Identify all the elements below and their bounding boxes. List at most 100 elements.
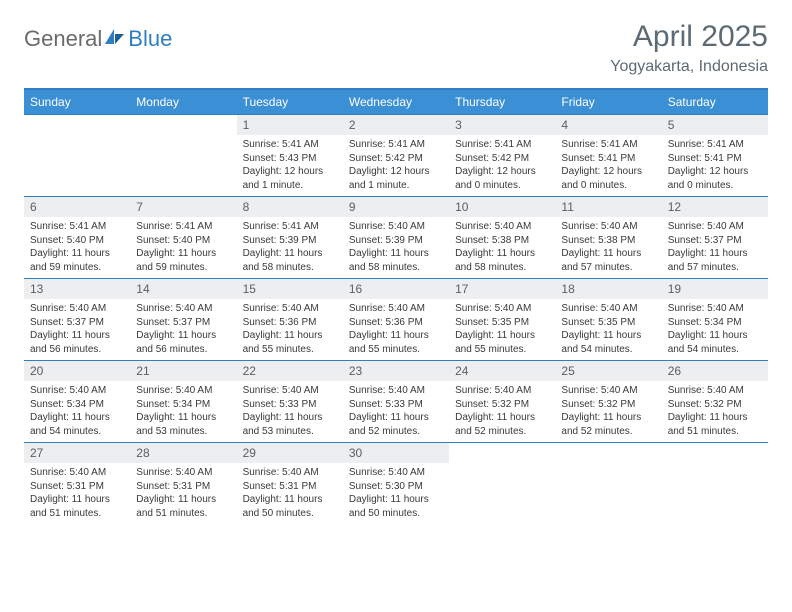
day-number: 10 (449, 197, 555, 217)
sunrise-text: Sunrise: 5:40 AM (136, 384, 230, 398)
sunset-text: Sunset: 5:34 PM (136, 398, 230, 412)
day-body: Sunrise: 5:40 AMSunset: 5:31 PMDaylight:… (24, 463, 130, 524)
sunset-text: Sunset: 5:41 PM (561, 152, 655, 166)
sunset-text: Sunset: 5:41 PM (668, 152, 762, 166)
sunrise-text: Sunrise: 5:40 AM (30, 384, 124, 398)
daylight-text: Daylight: 11 hours and 57 minutes. (561, 247, 655, 274)
daylight-text: Daylight: 11 hours and 59 minutes. (30, 247, 124, 274)
sunrise-text: Sunrise: 5:40 AM (349, 220, 443, 234)
sunset-text: Sunset: 5:40 PM (30, 234, 124, 248)
sunset-text: Sunset: 5:37 PM (136, 316, 230, 330)
day-header-wednesday: Wednesday (343, 90, 449, 114)
month-title: April 2025 (610, 20, 768, 54)
day-body: Sunrise: 5:41 AMSunset: 5:41 PMDaylight:… (662, 135, 768, 196)
daylight-text: Daylight: 11 hours and 52 minutes. (561, 411, 655, 438)
sunrise-text: Sunrise: 5:40 AM (136, 466, 230, 480)
daylight-text: Daylight: 11 hours and 53 minutes. (136, 411, 230, 438)
day-header-saturday: Saturday (662, 90, 768, 114)
day-number: 19 (662, 279, 768, 299)
sunrise-text: Sunrise: 5:40 AM (668, 384, 762, 398)
day-body: Sunrise: 5:41 AMSunset: 5:39 PMDaylight:… (237, 217, 343, 278)
daylight-text: Daylight: 11 hours and 58 minutes. (349, 247, 443, 274)
day-number: 16 (343, 279, 449, 299)
day-cell (24, 115, 130, 196)
sunset-text: Sunset: 5:42 PM (455, 152, 549, 166)
logo-sail-icon (104, 28, 126, 51)
day-body: Sunrise: 5:41 AMSunset: 5:40 PMDaylight:… (24, 217, 130, 278)
day-cell: 10Sunrise: 5:40 AMSunset: 5:38 PMDayligh… (449, 197, 555, 278)
sunrise-text: Sunrise: 5:40 AM (30, 302, 124, 316)
day-body: Sunrise: 5:40 AMSunset: 5:37 PMDaylight:… (24, 299, 130, 360)
daylight-text: Daylight: 12 hours and 1 minute. (349, 165, 443, 192)
day-header-thursday: Thursday (449, 90, 555, 114)
day-number: 14 (130, 279, 236, 299)
day-cell: 5Sunrise: 5:41 AMSunset: 5:41 PMDaylight… (662, 115, 768, 196)
day-header-monday: Monday (130, 90, 236, 114)
sunrise-text: Sunrise: 5:40 AM (30, 466, 124, 480)
sunrise-text: Sunrise: 5:40 AM (561, 384, 655, 398)
sunrise-text: Sunrise: 5:41 AM (561, 138, 655, 152)
sunrise-text: Sunrise: 5:40 AM (561, 302, 655, 316)
sunset-text: Sunset: 5:33 PM (243, 398, 337, 412)
daylight-text: Daylight: 11 hours and 54 minutes. (668, 329, 762, 356)
day-body: Sunrise: 5:40 AMSunset: 5:36 PMDaylight:… (343, 299, 449, 360)
week-row: 6Sunrise: 5:41 AMSunset: 5:40 PMDaylight… (24, 196, 768, 278)
day-number: 21 (130, 361, 236, 381)
day-header-friday: Friday (555, 90, 661, 114)
sunrise-text: Sunrise: 5:40 AM (455, 302, 549, 316)
day-cell (555, 443, 661, 524)
day-cell: 20Sunrise: 5:40 AMSunset: 5:34 PMDayligh… (24, 361, 130, 442)
day-body: Sunrise: 5:40 AMSunset: 5:33 PMDaylight:… (343, 381, 449, 442)
daylight-text: Daylight: 12 hours and 0 minutes. (455, 165, 549, 192)
sunrise-text: Sunrise: 5:40 AM (349, 384, 443, 398)
daylight-text: Daylight: 11 hours and 58 minutes. (243, 247, 337, 274)
day-number: 5 (662, 115, 768, 135)
day-number: 28 (130, 443, 236, 463)
daylight-text: Daylight: 11 hours and 50 minutes. (243, 493, 337, 520)
sunrise-text: Sunrise: 5:40 AM (243, 466, 337, 480)
day-cell: 18Sunrise: 5:40 AMSunset: 5:35 PMDayligh… (555, 279, 661, 360)
day-number: 27 (24, 443, 130, 463)
day-number: 24 (449, 361, 555, 381)
sunrise-text: Sunrise: 5:41 AM (136, 220, 230, 234)
day-cell: 8Sunrise: 5:41 AMSunset: 5:39 PMDaylight… (237, 197, 343, 278)
daylight-text: Daylight: 11 hours and 55 minutes. (243, 329, 337, 356)
day-number: 13 (24, 279, 130, 299)
day-number: 26 (662, 361, 768, 381)
day-cell: 23Sunrise: 5:40 AMSunset: 5:33 PMDayligh… (343, 361, 449, 442)
day-body: Sunrise: 5:40 AMSunset: 5:32 PMDaylight:… (449, 381, 555, 442)
day-body: Sunrise: 5:40 AMSunset: 5:35 PMDaylight:… (555, 299, 661, 360)
day-body: Sunrise: 5:40 AMSunset: 5:32 PMDaylight:… (662, 381, 768, 442)
daylight-text: Daylight: 11 hours and 55 minutes. (455, 329, 549, 356)
day-cell: 19Sunrise: 5:40 AMSunset: 5:34 PMDayligh… (662, 279, 768, 360)
sunset-text: Sunset: 5:39 PM (243, 234, 337, 248)
day-body: Sunrise: 5:40 AMSunset: 5:37 PMDaylight:… (130, 299, 236, 360)
day-cell: 17Sunrise: 5:40 AMSunset: 5:35 PMDayligh… (449, 279, 555, 360)
day-body: Sunrise: 5:40 AMSunset: 5:30 PMDaylight:… (343, 463, 449, 524)
sunrise-text: Sunrise: 5:41 AM (243, 220, 337, 234)
day-header-tuesday: Tuesday (237, 90, 343, 114)
day-cell: 6Sunrise: 5:41 AMSunset: 5:40 PMDaylight… (24, 197, 130, 278)
sunset-text: Sunset: 5:32 PM (561, 398, 655, 412)
logo: General Blue (24, 20, 172, 52)
day-body: Sunrise: 5:40 AMSunset: 5:31 PMDaylight:… (237, 463, 343, 524)
location-label: Yogyakarta, Indonesia (610, 58, 768, 76)
day-header-sunday: Sunday (24, 90, 130, 114)
sunset-text: Sunset: 5:34 PM (668, 316, 762, 330)
daylight-text: Daylight: 11 hours and 58 minutes. (455, 247, 549, 274)
calendar-page: General Blue April 2025 Yogyakarta, Indo… (0, 0, 792, 544)
sunrise-text: Sunrise: 5:41 AM (30, 220, 124, 234)
daylight-text: Daylight: 12 hours and 1 minute. (243, 165, 337, 192)
day-body: Sunrise: 5:40 AMSunset: 5:33 PMDaylight:… (237, 381, 343, 442)
day-number: 3 (449, 115, 555, 135)
day-header-row: Sunday Monday Tuesday Wednesday Thursday… (24, 88, 768, 114)
day-number: 11 (555, 197, 661, 217)
day-cell: 1Sunrise: 5:41 AMSunset: 5:43 PMDaylight… (237, 115, 343, 196)
day-body: Sunrise: 5:40 AMSunset: 5:37 PMDaylight:… (662, 217, 768, 278)
day-cell: 22Sunrise: 5:40 AMSunset: 5:33 PMDayligh… (237, 361, 343, 442)
title-block: April 2025 Yogyakarta, Indonesia (610, 20, 768, 76)
day-body: Sunrise: 5:40 AMSunset: 5:32 PMDaylight:… (555, 381, 661, 442)
logo-text-2: Blue (128, 26, 172, 52)
sunset-text: Sunset: 5:32 PM (668, 398, 762, 412)
sunset-text: Sunset: 5:39 PM (349, 234, 443, 248)
